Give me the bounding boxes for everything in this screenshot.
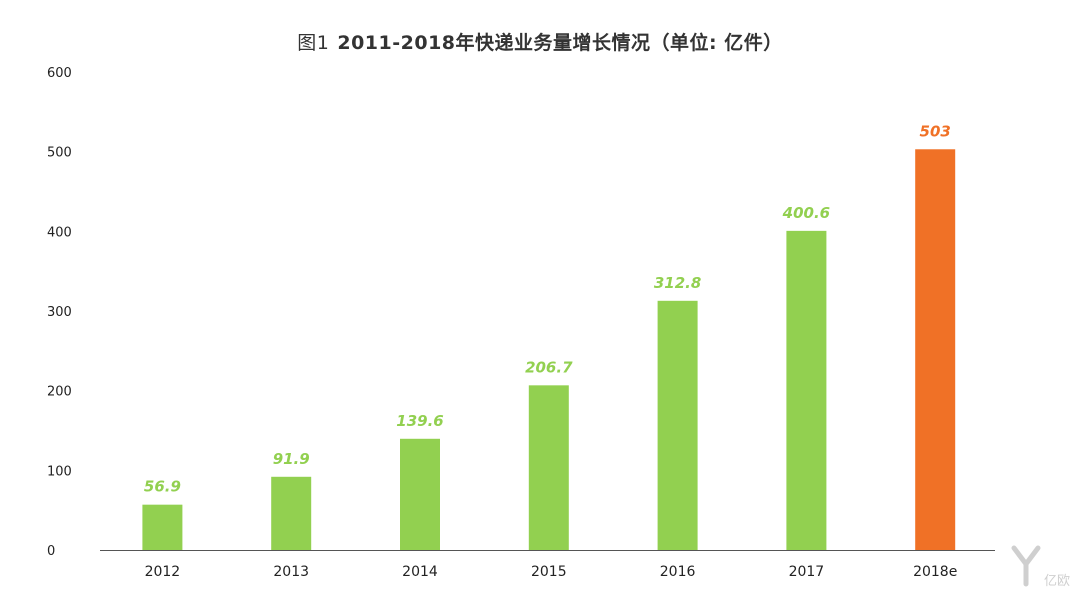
y-tick-label: 600 bbox=[47, 66, 72, 81]
y-tick-label: 200 bbox=[47, 385, 72, 400]
y-tick-label: 0 bbox=[47, 544, 55, 559]
value-label-2015: 206.7 bbox=[525, 358, 573, 376]
bar-2018e bbox=[915, 149, 956, 550]
value-label-2012: 56.9 bbox=[144, 478, 181, 496]
y-tick-label: 400 bbox=[47, 225, 72, 240]
y-tick-label: 100 bbox=[47, 464, 72, 479]
value-labels-group: 56.9 91.9 139.6 206.7 312.8 400.6 503 bbox=[144, 122, 951, 495]
watermark-text: 亿欧 bbox=[1044, 574, 1070, 589]
chart-title: 图1 2011-2018年快递业务量增长情况（单位: 亿件） bbox=[0, 28, 1080, 55]
yiou-logo-icon: 亿欧 bbox=[1011, 545, 1070, 589]
bar-2013 bbox=[271, 476, 312, 550]
value-label-2017: 400.6 bbox=[782, 204, 830, 222]
bar-2015 bbox=[528, 385, 569, 550]
value-label-2013: 91.9 bbox=[273, 450, 310, 468]
x-tick-label-2015: 2015 bbox=[531, 564, 567, 580]
x-tick-label-2012: 2012 bbox=[145, 564, 181, 580]
value-label-2014: 139.6 bbox=[396, 412, 443, 430]
y-tick-label: 300 bbox=[47, 305, 72, 320]
x-tick-label-2016: 2016 bbox=[660, 564, 696, 580]
x-tick-label-2013: 2013 bbox=[273, 564, 309, 580]
bars-group bbox=[142, 149, 956, 550]
x-tick-label-2017: 2017 bbox=[789, 564, 825, 580]
figure-number: 图1 bbox=[297, 32, 330, 54]
x-axis-ticks: 2012 2013 2014 2015 2016 2017 2018e bbox=[145, 564, 958, 580]
title-text: 2011-2018年快递业务量增长情况（单位: 亿件） bbox=[337, 32, 783, 54]
bar-2016 bbox=[657, 300, 698, 550]
x-tick-label-2014: 2014 bbox=[402, 564, 438, 580]
value-label-2018e: 503 bbox=[920, 122, 951, 140]
y-tick-label: 500 bbox=[47, 146, 72, 161]
x-tick-label-2018e: 2018e bbox=[913, 564, 957, 580]
value-label-2016: 312.8 bbox=[654, 274, 701, 292]
bar-2017 bbox=[786, 230, 827, 550]
bar-2014 bbox=[400, 438, 440, 550]
bar-2012 bbox=[142, 504, 183, 550]
y-axis-ticks: 0 100 200 300 400 500 600 bbox=[47, 66, 72, 559]
